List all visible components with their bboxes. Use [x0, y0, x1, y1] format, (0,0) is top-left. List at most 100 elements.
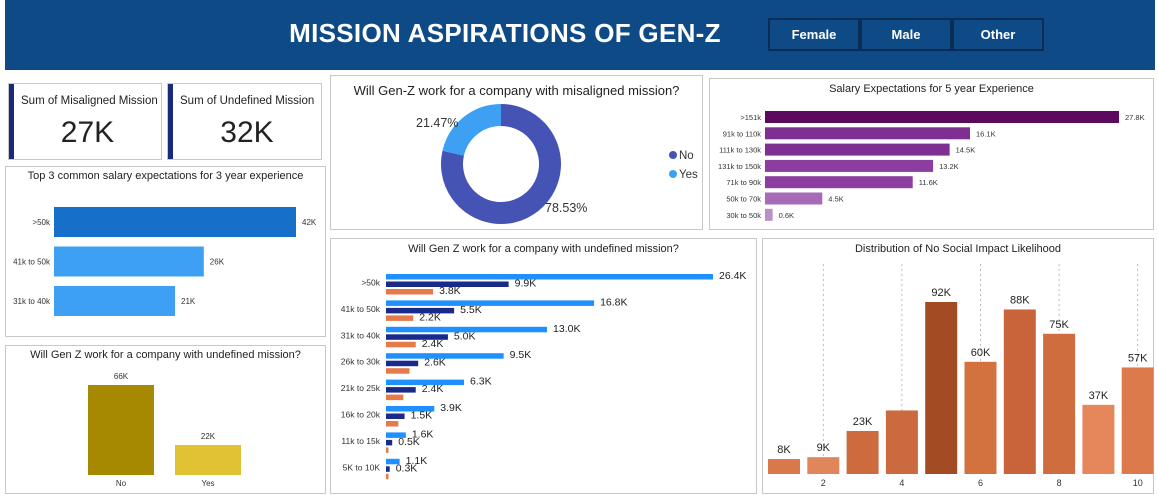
chart-card-undefined-grouped: Will Gen Z work for a company with undef… — [330, 238, 757, 494]
category-label: 91k to 110k — [723, 129, 761, 138]
category-label: No — [116, 479, 127, 488]
bar — [386, 439, 393, 446]
kpi-card-misaligned: Sum of Misaligned Mission 27K — [8, 83, 162, 160]
category-label: 31k to 40k — [341, 330, 381, 340]
data-label: 9.9K — [515, 278, 537, 290]
bar — [765, 143, 950, 156]
data-label: 4.5K — [828, 195, 843, 204]
category-label: 41k to 50k — [341, 304, 381, 314]
data-label: 13.2K — [939, 162, 959, 171]
data-label: 2.6K — [424, 357, 446, 369]
data-label: 9K — [817, 442, 831, 454]
bar — [386, 281, 509, 287]
bar — [386, 334, 448, 340]
data-label: 21K — [181, 297, 196, 306]
x-tick-label: 4 — [899, 478, 904, 488]
salary5-chart: >151k 27.8K 91k to 110k 16.1K 111k to 130k 14… — [718, 111, 1145, 221]
bar — [768, 459, 800, 474]
slicer-female[interactable]: Female — [768, 18, 860, 51]
chart-title: Will Gen Z work for a company with undef… — [408, 243, 679, 255]
bar — [807, 457, 840, 474]
data-label: 8K — [777, 444, 791, 456]
undefined-mission-column-chart: 66K No 22K Yes — [88, 372, 241, 488]
data-label: 3.8K — [439, 285, 461, 297]
category-label: 26k to 30k — [341, 357, 381, 367]
chart-card-top3: Top 3 common salary expectations for 3 y… — [5, 166, 326, 337]
bar — [846, 431, 879, 474]
category-label: >50k — [32, 218, 51, 227]
category-label: 111k to 130k — [719, 146, 761, 155]
category-label: 131k to 150k — [718, 162, 761, 171]
bar — [386, 432, 406, 438]
data-label: 88K — [1010, 294, 1030, 306]
category-label: 16k to 20k — [341, 410, 381, 420]
kpi-label: Sum of Misaligned Mission — [21, 95, 158, 107]
bar — [386, 289, 434, 295]
bar — [386, 406, 435, 412]
top3-salary-chart: >50k 42K 41k to 50k 26K 31k to 40k 21K — [13, 207, 317, 316]
undefined-mission-grouped-chart: >50k 26.4K 9.9K 3.8K 41k to 50k 16.8K 5.5K 2.2K… — [341, 270, 746, 480]
kpi-card-undefined: Sum of Undefined Mission 32K — [167, 83, 322, 160]
data-label: 14.5K — [956, 146, 976, 155]
data-label: 75K — [1049, 319, 1069, 331]
bar — [765, 111, 1119, 123]
slicer-other[interactable]: Other — [952, 18, 1044, 51]
data-label: 26K — [210, 258, 225, 267]
bar — [386, 300, 595, 306]
bar — [1082, 404, 1115, 474]
category-label: Yes — [201, 479, 214, 488]
bar — [765, 127, 971, 140]
data-label: 0.5K — [398, 436, 420, 448]
bar — [386, 394, 404, 401]
data-label: 23K — [853, 416, 873, 428]
chart-title: Will Gen-Z work for a company with misal… — [353, 83, 680, 98]
data-label: 22K — [201, 432, 216, 441]
category-label: 21k to 25k — [341, 383, 381, 393]
legend-label: No — [679, 150, 694, 162]
bar — [386, 307, 455, 314]
category-label: 71k to 90k — [726, 178, 761, 187]
data-label: 5.5K — [460, 304, 482, 316]
category-label: 50k to 70k — [726, 195, 761, 204]
data-label: 26.4K — [719, 270, 746, 282]
bar — [386, 387, 416, 393]
data-label: 5.0K — [454, 330, 476, 342]
bar — [765, 192, 823, 205]
data-label: 2.4K — [422, 338, 444, 350]
data-label: 16.1K — [976, 129, 996, 138]
x-tick-label: 8 — [1057, 478, 1062, 488]
donut-slice-yes — [442, 104, 502, 157]
bar — [386, 353, 504, 359]
chart-title: Distribution of No Social Impact Likelih… — [854, 243, 1062, 255]
kpi-value: 27K — [60, 116, 115, 149]
data-label: 37K — [1089, 390, 1109, 402]
bar — [765, 176, 913, 189]
data-label: 1.5K — [411, 410, 433, 422]
data-label: 0.3K — [396, 462, 418, 474]
kpi-accent — [9, 84, 14, 159]
bar — [964, 361, 997, 474]
bar — [1003, 309, 1036, 474]
chart-card-undefined-column: Will Gen Z work for a company with undef… — [5, 345, 326, 494]
data-label: 1.6K — [412, 428, 434, 440]
x-tick-label: 10 — [1133, 478, 1143, 488]
data-label: 9.5K — [510, 349, 532, 361]
kpi-label: Sum of Undefined Mission — [180, 95, 315, 107]
x-tick-label: 6 — [978, 478, 983, 488]
bar — [386, 458, 400, 465]
slicer-male[interactable]: Male — [860, 18, 952, 51]
data-label: 0.6K — [779, 211, 794, 220]
bar — [386, 379, 465, 386]
dashboard-title: MISSION ASPIRATIONS OF GEN-Z — [289, 18, 721, 48]
bar — [765, 208, 773, 221]
x-tick-label: 2 — [821, 478, 826, 488]
bar — [54, 246, 204, 277]
chart-title: Salary Expectations for 5 year Experienc… — [829, 83, 1034, 95]
data-label: 92K — [931, 287, 951, 299]
bar — [1043, 333, 1076, 474]
data-label: 6.3K — [470, 376, 492, 388]
distribution-chart: 2 4 6 8 10 8K 9K 23K 92K 60K 88K 75K 37K 57K — [768, 264, 1154, 488]
bar — [386, 341, 416, 348]
chart-card-salary5: Salary Expectations for 5 year Experienc… — [709, 78, 1154, 230]
legend-marker — [669, 170, 677, 178]
